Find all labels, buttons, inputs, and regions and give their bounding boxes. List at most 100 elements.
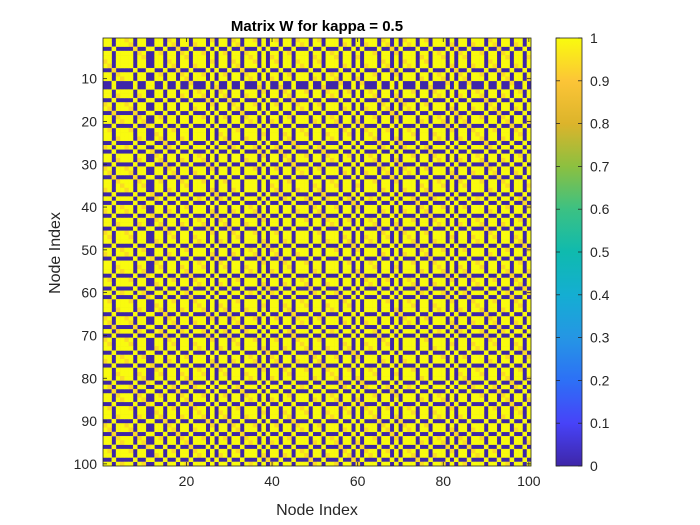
heatmap-cell [261,299,266,304]
heatmap-cell [501,102,506,107]
heatmap-cell [364,397,369,403]
heatmap-cell [287,42,292,47]
heatmap-cell [381,127,386,133]
heatmap-cell [381,72,386,77]
heatmap-cell [526,252,532,257]
heatmap-cell [475,63,480,69]
heatmap-cell [419,247,425,253]
heatmap-cell [342,337,348,343]
heatmap-cell [180,145,185,150]
heatmap-cell [128,367,134,373]
heatmap-cell [329,132,335,137]
heatmap-cell [274,119,279,124]
heatmap-cell [107,230,112,236]
heatmap-cell [355,239,361,244]
heatmap-cell [192,346,198,351]
heatmap-cell [312,209,318,214]
heatmap-cell [453,123,459,129]
heatmap-cell [458,59,463,64]
heatmap-cell [248,341,254,347]
heatmap-cell [432,38,438,43]
heatmap-cell [210,376,215,381]
heatmap-cell [107,55,112,60]
heatmap-cell [308,192,314,197]
heatmap-cell [398,67,403,73]
heatmap-cell [372,247,378,253]
heatmap-cell [372,341,378,347]
heatmap-cell [214,243,219,249]
heatmap-cell [479,234,485,240]
heatmap-cell [154,393,159,398]
heatmap-cell [449,371,455,377]
heatmap-cell [325,50,331,56]
heatmap-cell [368,359,373,364]
heatmap-cell [115,153,121,159]
heatmap-cell [231,307,236,313]
heatmap-cell [154,89,159,94]
heatmap-cell [218,179,224,184]
heatmap-cell [128,89,134,94]
heatmap-cell [462,281,468,287]
heatmap-cell [505,132,510,137]
heatmap-cell [466,388,472,394]
heatmap-cell [115,299,121,304]
heatmap-cell [175,97,181,103]
heatmap-cell [308,294,314,300]
heatmap-cell [419,72,425,77]
heatmap-cell [424,93,429,99]
heatmap-cell [475,136,480,142]
heatmap-cell [492,269,498,274]
heatmap-cell [402,264,408,270]
heatmap-cell [441,247,446,253]
heatmap-cell [394,55,399,60]
heatmap-cell [274,359,279,364]
heatmap-cell [265,388,271,394]
heatmap-cell [269,115,275,120]
heatmap-cell [197,239,202,244]
heatmap-cell [329,217,335,223]
heatmap-cell [244,102,249,107]
heatmap-cell [282,281,288,287]
heatmap-cell [475,187,480,193]
heatmap-cell [218,230,224,236]
heatmap-cell [141,93,147,99]
heatmap-cell [188,273,194,278]
heatmap-cell [488,63,493,69]
heatmap-cell [120,371,125,377]
heatmap-cell [261,145,266,150]
heatmap-cell [359,350,365,356]
heatmap-cell [505,76,510,82]
heatmap-cell [501,170,506,176]
heatmap-cell [492,196,498,201]
heatmap-cell [334,166,339,171]
heatmap-cell [411,260,416,266]
heatmap-cell [107,359,112,364]
heatmap-cell [265,123,271,129]
heatmap-cell [261,384,266,390]
heatmap-cell [419,260,425,266]
heatmap-cell [248,234,254,240]
heatmap-cell [329,346,335,351]
heatmap-cell [137,119,142,124]
heatmap-cell [492,307,498,313]
heatmap-cell [355,50,361,56]
heatmap-cell [197,307,202,313]
heatmap-cell [334,63,339,69]
heatmap-cell [115,115,121,120]
heatmap-cell [526,234,532,240]
heatmap-cell [269,329,275,334]
heatmap-cell [436,38,442,43]
heatmap-cell [107,337,112,343]
heatmap-cell [252,230,258,236]
heatmap-cell [501,252,506,257]
heatmap-cell [103,281,108,287]
heatmap-cell [137,115,142,120]
heatmap-cell [103,157,108,163]
heatmap-cell [184,299,189,304]
heatmap-cell [458,187,463,193]
heatmap-cell [402,329,408,334]
heatmap-cell [265,46,271,52]
heatmap-cell [244,204,249,210]
heatmap-cell [167,136,172,142]
heatmap-cell [235,281,241,287]
